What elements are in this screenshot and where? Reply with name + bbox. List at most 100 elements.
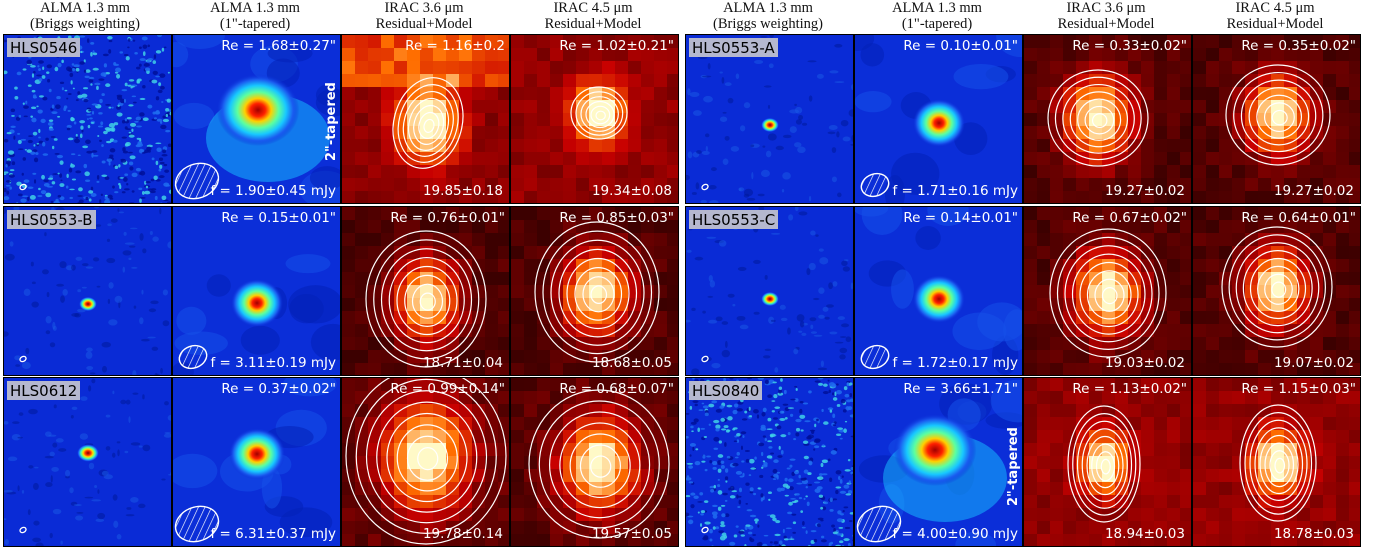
panel-image — [173, 207, 340, 375]
panel-alma-briggs: HLS0553-B — [3, 206, 172, 376]
panel-image — [342, 378, 509, 546]
panel-irac-3.6: Re = 0.67±0.02" 19.03±0.02 — [1023, 206, 1192, 376]
panel-image — [173, 378, 340, 546]
alma-flux: f = 6.31±0.37 mJy — [210, 526, 337, 542]
panel-image — [342, 207, 509, 375]
contour-lines — [1067, 405, 1141, 523]
contour-lines — [534, 221, 660, 363]
panel-image — [1024, 207, 1191, 375]
panel-irac-3.6: Re = 0.33±0.02" 19.27±0.02 — [1023, 34, 1192, 204]
irac-3.6-effective-radius: Re = 0.99±0.14" — [390, 381, 505, 397]
contour-lines — [1225, 64, 1331, 166]
panel-irac-4.5: Re = 1.15±0.03" 18.78±0.03 — [1192, 377, 1361, 547]
contour-lines — [345, 378, 507, 545]
irac-4.5-magnitude: 19.07±0.02 — [1273, 355, 1354, 371]
panel-image — [173, 35, 340, 203]
beam-ellipse — [701, 526, 709, 534]
irac-4.5-magnitude: 19.34±0.08 — [591, 183, 672, 199]
header-line: ALMA 1.3 mm — [210, 0, 300, 16]
panel-irac-3.6: Re = 0.99±0.14" 19.78±0.14 — [341, 377, 510, 547]
panel-alma-tapered: Re = 0.10±0.01" f = 1.71±0.16 mJy — [854, 34, 1023, 204]
header-line: Residual+Model — [544, 16, 642, 32]
panel-image — [1193, 378, 1360, 546]
panel-image — [4, 207, 171, 375]
panel-irac-3.6: Re = 1.13±0.02" 18.94±0.03 — [1023, 377, 1192, 547]
header-line: Residual+Model — [375, 16, 473, 32]
panel-alma-tapered: Re = 0.37±0.02" f = 6.31±0.37 mJy — [172, 377, 341, 547]
beam-hatched-ellipse — [856, 505, 902, 543]
beam-hatched-ellipse — [860, 344, 890, 370]
header-line: ALMA 1.3 mm — [723, 0, 813, 16]
beam-hatched-ellipse — [174, 505, 220, 543]
irac-4.5-magnitude: 19.27±0.02 — [1273, 183, 1354, 199]
irac-4.5-effective-radius: Re = 0.64±0.01" — [1241, 210, 1356, 226]
alma-effective-radius: Re = 1.68±0.27" — [221, 38, 336, 54]
irac-4.5-effective-radius: Re = 1.15±0.03" — [1241, 381, 1356, 397]
beam-ellipse — [701, 183, 709, 191]
alma-flux: f = 1.71±0.16 mJy — [892, 183, 1019, 199]
contour-lines — [1049, 228, 1167, 358]
taper-label: 2"-tapered — [324, 82, 339, 161]
header-col-8: IRAC 4.5 μm Residual+Model — [1190, 0, 1360, 32]
header-col-5: ALMA 1.3 mm (Briggs weighting) — [683, 0, 853, 32]
irac-4.5-magnitude: 18.68±0.05 — [591, 355, 672, 371]
alma-effective-radius: Re = 3.66±1.71" — [903, 381, 1018, 397]
source-name-label: HLS0553-C — [689, 210, 779, 229]
panel-irac-4.5: Re = 0.85±0.03" 18.68±0.05 — [510, 206, 679, 376]
header-line: ALMA 1.3 mm — [40, 0, 130, 16]
panel-image — [686, 207, 853, 375]
panel-irac-4.5: Re = 0.35±0.02" 19.27±0.02 — [1192, 34, 1361, 204]
alma-flux: f = 4.00±0.90 mJy — [892, 526, 1019, 542]
header-col-2: ALMA 1.3 mm (1"-tapered) — [170, 0, 340, 32]
panel-image — [511, 378, 678, 546]
source-name-label: HLS0840 — [689, 381, 763, 400]
contour-lines — [392, 77, 464, 169]
panel-alma-briggs: HLS0840 — [685, 377, 854, 547]
panel-irac-4.5: Re = 1.02±0.21" 19.34±0.08 — [510, 34, 679, 204]
panel-alma-briggs: HLS0612 — [3, 377, 172, 547]
panel-image — [1193, 35, 1360, 203]
header-line: IRAC 4.5 μm — [1235, 0, 1315, 16]
panel-alma-tapered: Re = 0.15±0.01" f = 3.11±0.19 mJy — [172, 206, 341, 376]
irac-4.5-effective-radius: Re = 0.68±0.07" — [559, 381, 674, 397]
header-line: Residual+Model — [1226, 16, 1324, 32]
beam-ellipse — [19, 183, 27, 191]
irac-3.6-effective-radius: Re = 1.13±0.02" — [1072, 381, 1187, 397]
beam-hatched-ellipse — [178, 344, 208, 370]
contour-lines — [570, 86, 628, 140]
irac-3.6-magnitude: 19.03±0.02 — [1104, 355, 1185, 371]
panel-irac-3.6: Re = 1.16±0.2 19.85±0.18 — [341, 34, 510, 204]
header-line: IRAC 3.6 μm — [384, 0, 464, 16]
alma-effective-radius: Re = 0.14±0.01" — [903, 210, 1018, 226]
source-name-label: HLS0553-B — [7, 210, 96, 229]
irac-3.6-effective-radius: Re = 0.76±0.01" — [390, 210, 505, 226]
header-line: (1"-tapered) — [901, 16, 973, 32]
irac-3.6-magnitude: 18.94±0.03 — [1104, 526, 1185, 542]
panel-irac-4.5: Re = 0.68±0.07" 19.57±0.05 — [510, 377, 679, 547]
header-col-3: IRAC 3.6 μm Residual+Model — [339, 0, 509, 32]
alma-flux: f = 1.72±0.17 mJy — [892, 355, 1019, 371]
irac-4.5-effective-radius: Re = 1.02±0.21" — [559, 38, 674, 54]
contour-lines — [1221, 226, 1333, 348]
contour-lines — [1239, 404, 1317, 522]
header-line: Residual+Model — [1057, 16, 1155, 32]
panel-image — [855, 378, 1022, 546]
panel-image — [686, 378, 853, 546]
irac-3.6-magnitude: 18.71±0.04 — [422, 355, 503, 371]
source-name-label: HLS0612 — [7, 381, 81, 400]
panel-image — [511, 207, 678, 375]
panel-image — [1024, 35, 1191, 203]
beam-hatched-ellipse — [860, 172, 890, 198]
panel-image — [511, 35, 678, 203]
beam-ellipse — [701, 355, 709, 363]
panel-alma-tapered: Re = 0.14±0.01" f = 1.72±0.17 mJy — [854, 206, 1023, 376]
panel-image — [686, 35, 853, 203]
alma-effective-radius: Re = 0.37±0.02" — [221, 381, 336, 397]
irac-3.6-magnitude: 19.27±0.02 — [1104, 183, 1185, 199]
panel-image — [342, 35, 509, 203]
irac-4.5-magnitude: 18.78±0.03 — [1273, 526, 1354, 542]
header-line: IRAC 4.5 μm — [553, 0, 633, 16]
irac-3.6-effective-radius: Re = 1.16±0.2 — [405, 38, 505, 54]
beam-ellipse — [19, 526, 27, 534]
alma-effective-radius: Re = 0.15±0.01" — [221, 210, 336, 226]
